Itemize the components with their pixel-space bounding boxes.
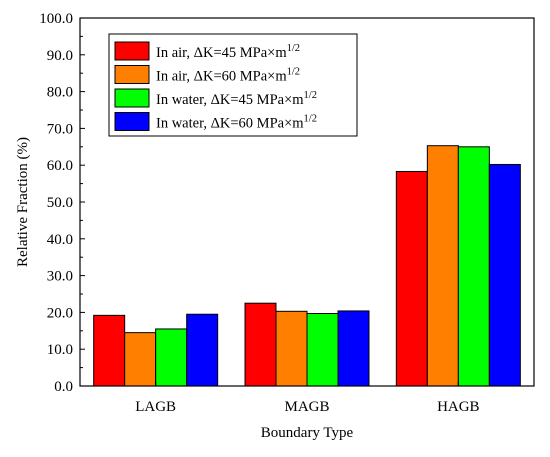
legend: In air, ΔK=45 MPa×m1/2In air, ΔK=60 MPa×… — [108, 33, 358, 137]
x-tick-label: LAGB — [135, 399, 176, 415]
legend-label-text: In water, ΔK=60 MPa×m — [156, 116, 304, 132]
y-axis: 0.0 10.0 20.0 30.0 40.0 50.0 60.0 70.0 80.0 90.0 1… — [39, 11, 85, 395]
bar-hagb-series-2 — [426, 145, 459, 387]
bar-hagb-series-1 — [395, 170, 428, 387]
legend-label-text: In air, ΔK=45 MPa×m — [156, 45, 287, 61]
legend-label: In water, ΔK=45 MPa×m1/2 — [156, 90, 317, 108]
bar-hagb-series-4 — [488, 163, 521, 387]
x-tick-label: HAGB — [437, 399, 480, 415]
y-tick-label: 20.0 — [47, 305, 73, 321]
bar-magb-series-3 — [306, 313, 339, 387]
y-tick-label: 0.0 — [54, 379, 73, 395]
legend-swatch — [114, 65, 150, 84]
legend-swatch — [114, 41, 150, 61]
bar-magb-series-4 — [337, 310, 370, 387]
y-tick-label: 30.0 — [47, 269, 73, 285]
x-tick-label: MAGB — [284, 399, 329, 415]
y-tick-label: 40.0 — [47, 232, 73, 248]
y-tick-label: 80.0 — [47, 85, 73, 101]
bars-layer — [93, 145, 521, 387]
legend-label: In water, ΔK=60 MPa×m1/2 — [156, 114, 317, 132]
legend-label-exponent: 1/2 — [287, 67, 300, 78]
x-axis: LAGB MAGB HAGB — [135, 381, 480, 415]
bar-lagb-series-2 — [124, 332, 157, 387]
legend-label-text: In water, ΔK=45 MPa×m — [156, 92, 304, 108]
y-tick-label: 50.0 — [47, 195, 73, 211]
bar-lagb-series-1 — [93, 314, 126, 387]
bar-magb-series-2 — [275, 310, 308, 387]
legend-label-exponent: 1/2 — [304, 90, 317, 101]
legend-box — [108, 33, 358, 137]
legend-label: In air, ΔK=45 MPa×m1/2 — [156, 43, 300, 61]
x-axis-title: Boundary Type — [261, 425, 354, 441]
bar-magb-series-1 — [244, 302, 277, 387]
y-axis-title: Relative Fraction (%) — [15, 137, 31, 267]
legend-label-exponent: 1/2 — [304, 114, 317, 125]
legend-label: In air, ΔK=60 MPa×m1/2 — [156, 67, 300, 85]
y-tick-label: 60.0 — [47, 158, 73, 174]
bar-lagb-series-4 — [186, 313, 219, 387]
legend-label-exponent: 1/2 — [287, 43, 300, 54]
bar-hagb-series-3 — [457, 146, 490, 387]
legend-label-text: In air, ΔK=60 MPa×m — [156, 69, 287, 85]
y-tick-label: 70.0 — [47, 121, 73, 137]
y-tick-label: 100.0 — [39, 11, 73, 27]
legend-swatch — [114, 112, 150, 131]
y-tick-label: 90.0 — [47, 48, 73, 64]
legend-swatch — [114, 88, 150, 108]
bar-lagb-series-3 — [155, 328, 188, 387]
y-tick-label: 10.0 — [47, 342, 73, 358]
